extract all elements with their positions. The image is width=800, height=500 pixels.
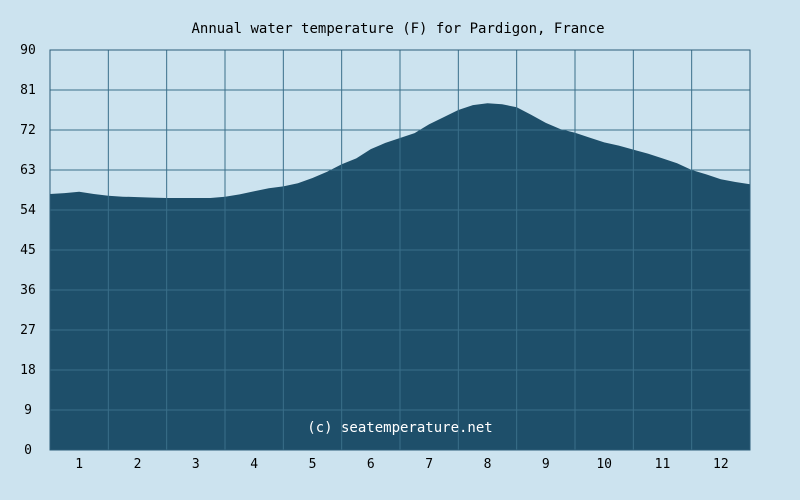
plot-border [49,49,751,451]
y-tick-label: 45 [20,243,36,258]
y-tick-label: 81 [20,83,36,98]
y-tick-label: 90 [20,43,36,58]
x-tick-label: 8 [484,457,492,472]
y-tick-label: 0 [24,443,32,458]
y-tick-label: 27 [20,323,36,338]
x-axis-ticks: 1 2 3 4 5 6 7 8 9 10 11 12 [75,457,728,472]
chart-title: Annual water temperature (F) for Pardigo… [191,21,604,37]
y-axis-ticks: 0 9 18 27 36 45 54 63 72 81 90 [20,43,36,458]
y-tick-label: 72 [20,123,36,138]
y-tick-label: 18 [20,363,36,378]
y-tick-label: 63 [20,163,36,178]
x-tick-label: 11 [655,457,671,472]
y-tick-label: 36 [20,283,36,298]
x-tick-label: 9 [542,457,550,472]
y-tick-label: 54 [20,203,36,218]
x-tick-label: 7 [425,457,433,472]
x-tick-label: 12 [713,457,729,472]
x-tick-label: 10 [596,457,612,472]
watermark: (c) seatemperature.net [307,420,492,436]
x-tick-label: 6 [367,457,375,472]
y-tick-label: 9 [24,403,32,418]
x-tick-label: 4 [250,457,258,472]
x-tick-label: 3 [192,457,200,472]
x-tick-label: 5 [309,457,317,472]
gridlines [49,49,751,451]
x-tick-label: 1 [75,457,83,472]
x-tick-label: 2 [134,457,142,472]
